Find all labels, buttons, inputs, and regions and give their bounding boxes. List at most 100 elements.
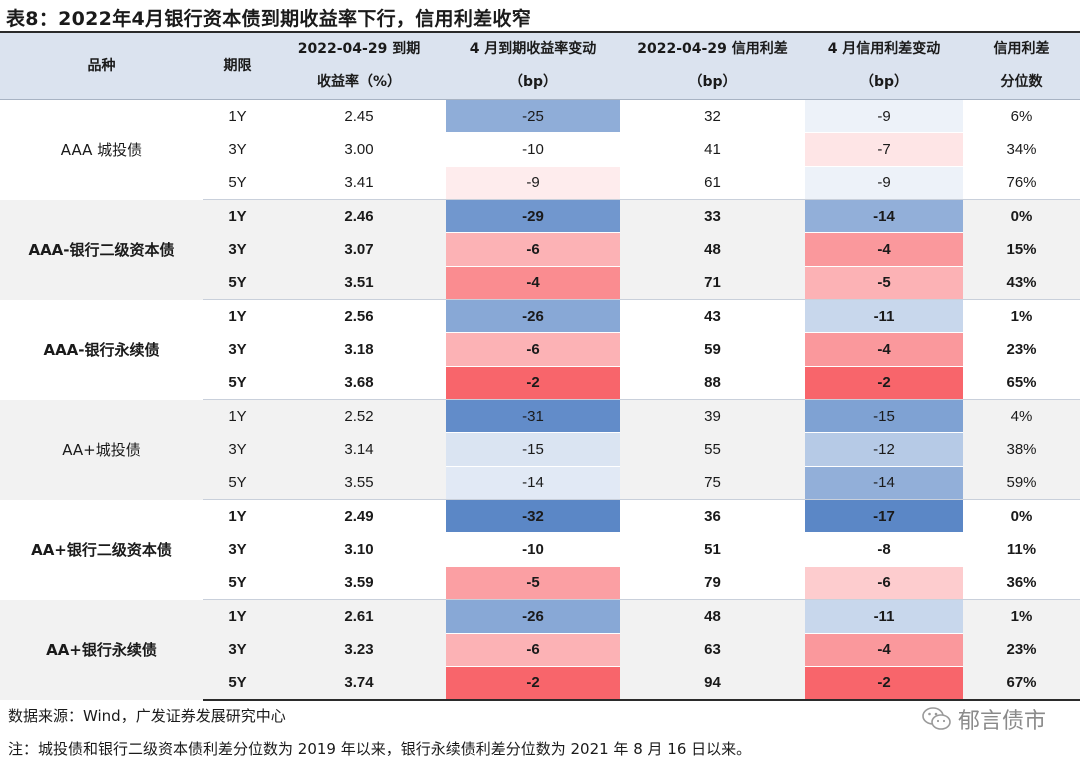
group-label: AA+城投债 (0, 399, 203, 500)
ytm-cell: 2.61 (272, 599, 446, 633)
spread-change-cell: -11 (805, 299, 963, 334)
group-label: AA+银行永续债 (0, 599, 203, 700)
ytm-cell: 2.46 (272, 199, 446, 233)
spread-cell: 59 (620, 332, 805, 367)
group-label: AA+银行二级资本债 (0, 499, 203, 600)
percentile-cell: 34% (963, 132, 1080, 167)
ytm-change-cell: -32 (446, 499, 620, 534)
spread-cell: 63 (620, 633, 805, 667)
percentile-cell: 0% (963, 499, 1080, 533)
table-row: AA+银行永续债 1Y 2.61 -26 48 -11 1% (0, 599, 1080, 700)
term-cell: 1Y (203, 199, 272, 233)
term-cell: 5Y (203, 166, 272, 201)
ytm-cell: 3.55 (272, 466, 446, 501)
percentile-cell: 1% (963, 599, 1080, 633)
ytm-change-cell: -14 (446, 466, 620, 501)
header-ytm-line1: 2022-04-29 到期 (297, 41, 421, 57)
table-row: 3Y 3.18 -6 59 -4 23% (0, 332, 1080, 367)
term-cell: 3Y (203, 232, 272, 267)
ytm-change-cell: -26 (446, 599, 620, 634)
percentile-cell: 4% (963, 399, 1080, 433)
table-row: 3Y 3.10 -10 51 -8 11% (0, 532, 1080, 567)
term-cell: 3Y (203, 132, 272, 167)
header-spread-change-line1: 4 月信用利差变动 (827, 41, 941, 57)
spread-cell: 55 (620, 432, 805, 467)
percentile-cell: 59% (963, 466, 1080, 501)
term-cell: 5Y (203, 266, 272, 301)
ytm-change-cell: -9 (446, 166, 620, 201)
percentile-cell: 76% (963, 166, 1080, 201)
footnote: 注：城投债和银行二级资本债利差分位数为 2019 年以来，银行永续债利差分位数为… (8, 740, 752, 758)
term-cell: 3Y (203, 633, 272, 667)
yield-spread-table: 品种 期限 2022-04-29 到期 收益率（%） 4 月到期收益率变动 （b… (0, 31, 1080, 701)
spread-cell: 43 (620, 299, 805, 333)
ytm-change-cell: -2 (446, 666, 620, 701)
spread-cell: 36 (620, 499, 805, 533)
spread-cell: 41 (620, 132, 805, 167)
percentile-cell: 43% (963, 266, 1080, 301)
table-row: 5Y 3.55 -14 75 -14 59% (0, 466, 1080, 501)
percentile-cell: 36% (963, 566, 1080, 601)
spread-change-cell: -6 (805, 566, 963, 601)
ytm-change-cell: -4 (446, 266, 620, 301)
header-spread-line1: 2022-04-29 信用利差 (637, 41, 788, 57)
term-cell: 1Y (203, 599, 272, 633)
table-row: 5Y 3.68 -2 88 -2 65% (0, 366, 1080, 401)
ytm-cell: 2.52 (272, 399, 446, 433)
source-note: 数据来源：Wind，广发证券发展研究中心 (8, 707, 286, 725)
table-row: AA+银行二级资本债 1Y 2.49 -32 36 -17 0% (0, 499, 1080, 600)
ytm-change-cell: -6 (446, 332, 620, 367)
spread-cell: 61 (620, 166, 805, 201)
spread-cell: 48 (620, 599, 805, 633)
ytm-cell: 2.56 (272, 299, 446, 333)
term-cell: 1Y (203, 499, 272, 533)
group-label: AAA-银行永续债 (0, 299, 203, 400)
wechat-icon (922, 707, 951, 730)
spread-change-cell: -9 (805, 99, 963, 134)
ytm-cell: 3.59 (272, 566, 446, 601)
header-percentile: 信用利差 分位数 (963, 32, 1080, 100)
ytm-change-cell: -2 (446, 366, 620, 401)
header-percentile-line1: 信用利差 (993, 41, 1050, 57)
header-term: 期限 (203, 32, 272, 100)
percentile-cell: 67% (963, 666, 1080, 701)
ytm-cell: 3.07 (272, 232, 446, 267)
ytm-cell: 3.18 (272, 332, 446, 367)
percentile-cell: 6% (963, 99, 1080, 133)
percentile-cell: 1% (963, 299, 1080, 333)
spread-change-cell: -14 (805, 466, 963, 501)
term-cell: 1Y (203, 299, 272, 333)
term-cell: 5Y (203, 466, 272, 501)
term-cell: 3Y (203, 532, 272, 567)
term-cell: 1Y (203, 99, 272, 133)
spread-change-cell: -4 (805, 332, 963, 367)
spread-cell: 71 (620, 266, 805, 301)
spread-change-cell: -11 (805, 599, 963, 634)
term-cell: 5Y (203, 666, 272, 701)
header-ytm-change: 4 月到期收益率变动 （bp） (446, 32, 620, 100)
ytm-cell: 2.45 (272, 99, 446, 133)
header-percentile-line2: 分位数 (1000, 74, 1043, 90)
term-cell: 3Y (203, 432, 272, 467)
spread-cell: 32 (620, 99, 805, 133)
spread-cell: 88 (620, 366, 805, 401)
table-row: AAA 城投债 1Y 2.45 -25 32 -9 6% (0, 99, 1080, 200)
spread-cell: 48 (620, 232, 805, 267)
spread-cell: 75 (620, 466, 805, 501)
percentile-cell: 15% (963, 232, 1080, 267)
spread-cell: 39 (620, 399, 805, 433)
table-row: 3Y 3.23 -6 63 -4 23% (0, 633, 1080, 667)
header-spread-change: 4 月信用利差变动 （bp） (805, 32, 963, 100)
percentile-cell: 0% (963, 199, 1080, 233)
percentile-cell: 38% (963, 432, 1080, 467)
ytm-change-cell: -29 (446, 199, 620, 234)
brand-name: 郁言债市 (957, 709, 1046, 734)
spread-change-cell: -4 (805, 633, 963, 667)
ytm-cell: 2.49 (272, 499, 446, 533)
ytm-cell: 3.10 (272, 532, 446, 567)
ytm-change-cell: -26 (446, 299, 620, 334)
table-row: 5Y 3.51 -4 71 -5 43% (0, 266, 1080, 301)
header-ytm: 2022-04-29 到期 收益率（%） (272, 32, 446, 100)
header-row: 品种 期限 2022-04-29 到期 收益率（%） 4 月到期收益率变动 （b… (0, 32, 1080, 100)
ytm-cell: 3.74 (272, 666, 446, 701)
